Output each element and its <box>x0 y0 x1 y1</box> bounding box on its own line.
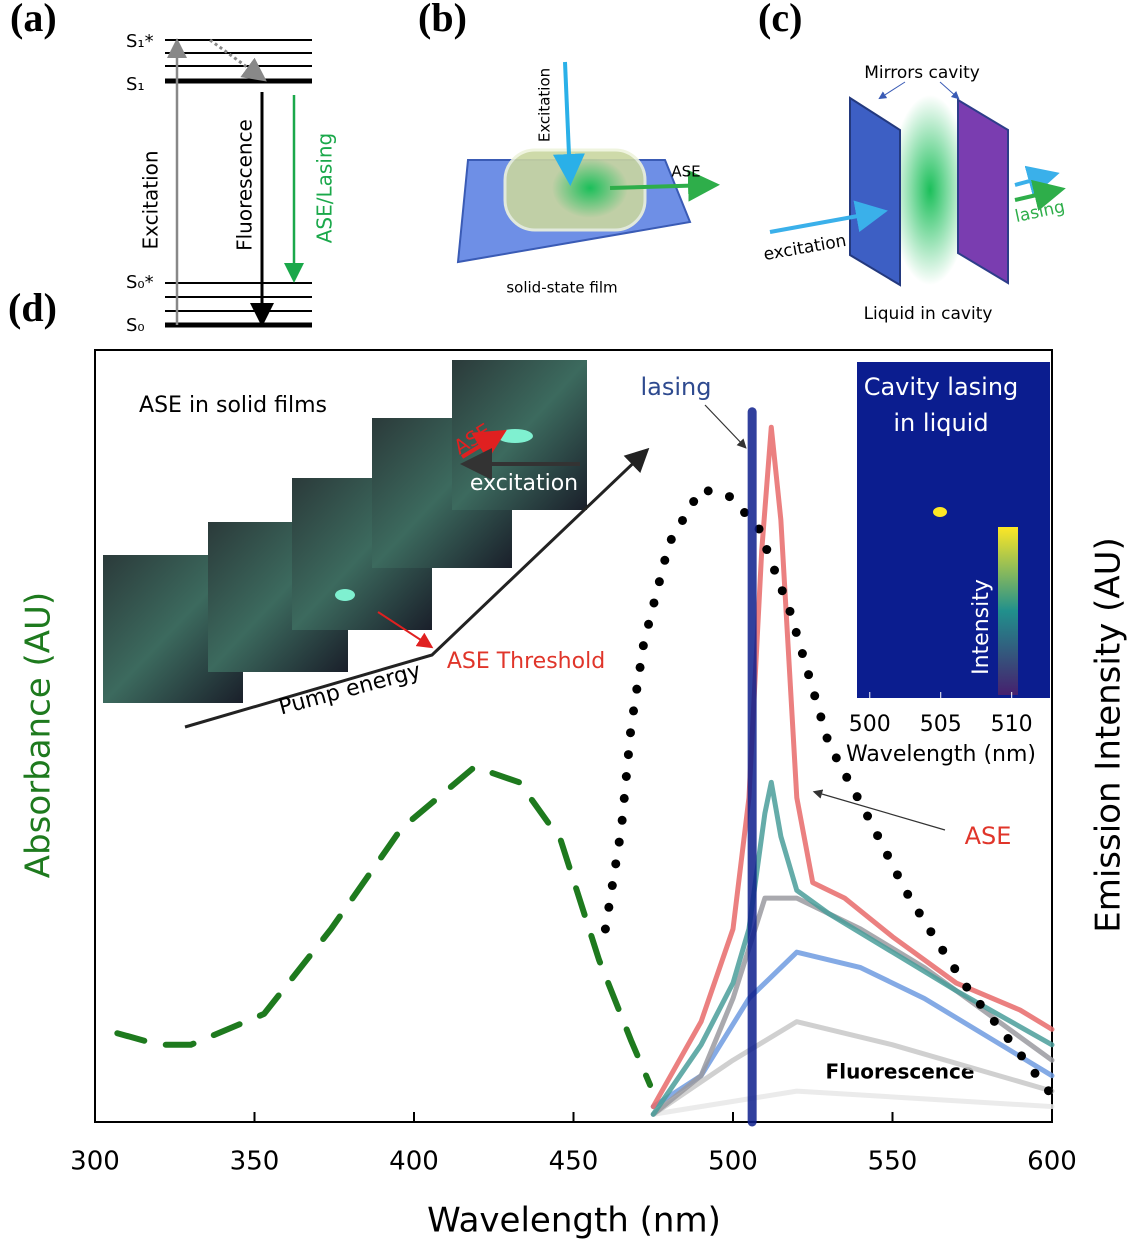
mirror <box>849 96 901 287</box>
x-axis-label: Wavelength (nm) <box>427 1201 721 1241</box>
inset-x-tick-label: 500 <box>849 712 891 737</box>
series-line <box>650 895 1055 1117</box>
arrow <box>704 404 747 449</box>
annotation: ASE in solid films <box>139 393 327 418</box>
series-line <box>114 763 654 1088</box>
arrow <box>939 81 960 100</box>
panel-b: (b) Excitation ASE solid-state film <box>418 0 720 297</box>
x-tick-label: 350 <box>230 1147 280 1177</box>
panel-a: (a) S₁* S₁ S₀* S₀ Excitation Fluorescenc… <box>10 0 337 336</box>
text: ASE <box>671 163 700 181</box>
annotation: excitation <box>470 471 578 496</box>
text: ASE/Lasing <box>313 133 337 244</box>
arrow <box>812 789 946 831</box>
caption: Liquid in cavity <box>864 304 993 324</box>
x-tick-label: 600 <box>1027 1147 1077 1177</box>
level-label: S₁* <box>126 31 154 52</box>
colorbar <box>998 527 1018 695</box>
x-tick-label: 300 <box>70 1147 120 1177</box>
inset-x-label: Wavelength (nm) <box>846 742 1036 767</box>
series-line <box>650 779 1055 1117</box>
inset: Cavity lasing in liquid Intensity Wavele… <box>846 362 1050 767</box>
arrow <box>1014 165 1060 197</box>
arrow <box>184 447 650 729</box>
panel-label: (b) <box>418 0 467 40</box>
panel-label: (a) <box>10 0 57 40</box>
x-tick-label: 400 <box>389 1147 439 1177</box>
annotation: lasing <box>641 373 712 401</box>
panel-label: (d) <box>8 285 57 330</box>
mirror <box>957 98 1009 285</box>
x-tick-label: 500 <box>708 1147 758 1177</box>
x-tick-label: 550 <box>868 1147 918 1177</box>
inset-x-tick-label: 505 <box>920 712 962 737</box>
colorbar-label: Intensity <box>969 579 994 675</box>
text: Fluorescence <box>233 119 257 251</box>
arrow <box>769 200 888 234</box>
arrow <box>377 611 434 649</box>
caption: solid-state film <box>506 279 617 297</box>
text: excitation <box>762 231 848 265</box>
series-line <box>650 1088 1055 1117</box>
series-line <box>650 1019 1055 1117</box>
annotation: ASE <box>965 822 1012 850</box>
photos <box>103 360 587 703</box>
panel-c: (c) Mirrors cavity excitation lasing Liq… <box>758 0 1067 324</box>
arrow <box>209 38 267 82</box>
text: Excitation <box>139 150 163 249</box>
level-label: S₀* <box>126 272 154 293</box>
arrow <box>609 169 720 202</box>
inset-title: Cavity lasing <box>864 373 1019 401</box>
series-line <box>650 424 1055 1110</box>
text: lasing <box>1013 197 1066 227</box>
inset-x-tick-label: 510 <box>991 712 1033 737</box>
levels <box>165 39 312 328</box>
level-labels: S₁* S₁ S₀* S₀ <box>126 31 154 336</box>
series-line <box>600 484 1054 1096</box>
text: Mirrors cavity <box>864 63 980 83</box>
glow <box>890 95 970 285</box>
arrow <box>1014 179 1066 212</box>
text: Excitation <box>536 68 554 142</box>
x-tick-label: 450 <box>549 1147 599 1177</box>
spot <box>933 507 947 517</box>
y-axis-label: Absorbance (AU) <box>19 592 59 878</box>
annotation: ASE Threshold <box>447 649 605 674</box>
panel-label: (c) <box>758 0 802 40</box>
inset-title: in liquid <box>893 409 988 437</box>
level-label: S₁ <box>126 74 145 95</box>
panel-d: (d) ASE in solid films Pump energy ASE T… <box>8 285 1129 1240</box>
arrow <box>878 81 906 100</box>
y2-axis-label: Emission Intensity (AU) <box>1089 537 1129 933</box>
arrow <box>552 61 585 186</box>
level-label: S₀ <box>126 315 145 336</box>
